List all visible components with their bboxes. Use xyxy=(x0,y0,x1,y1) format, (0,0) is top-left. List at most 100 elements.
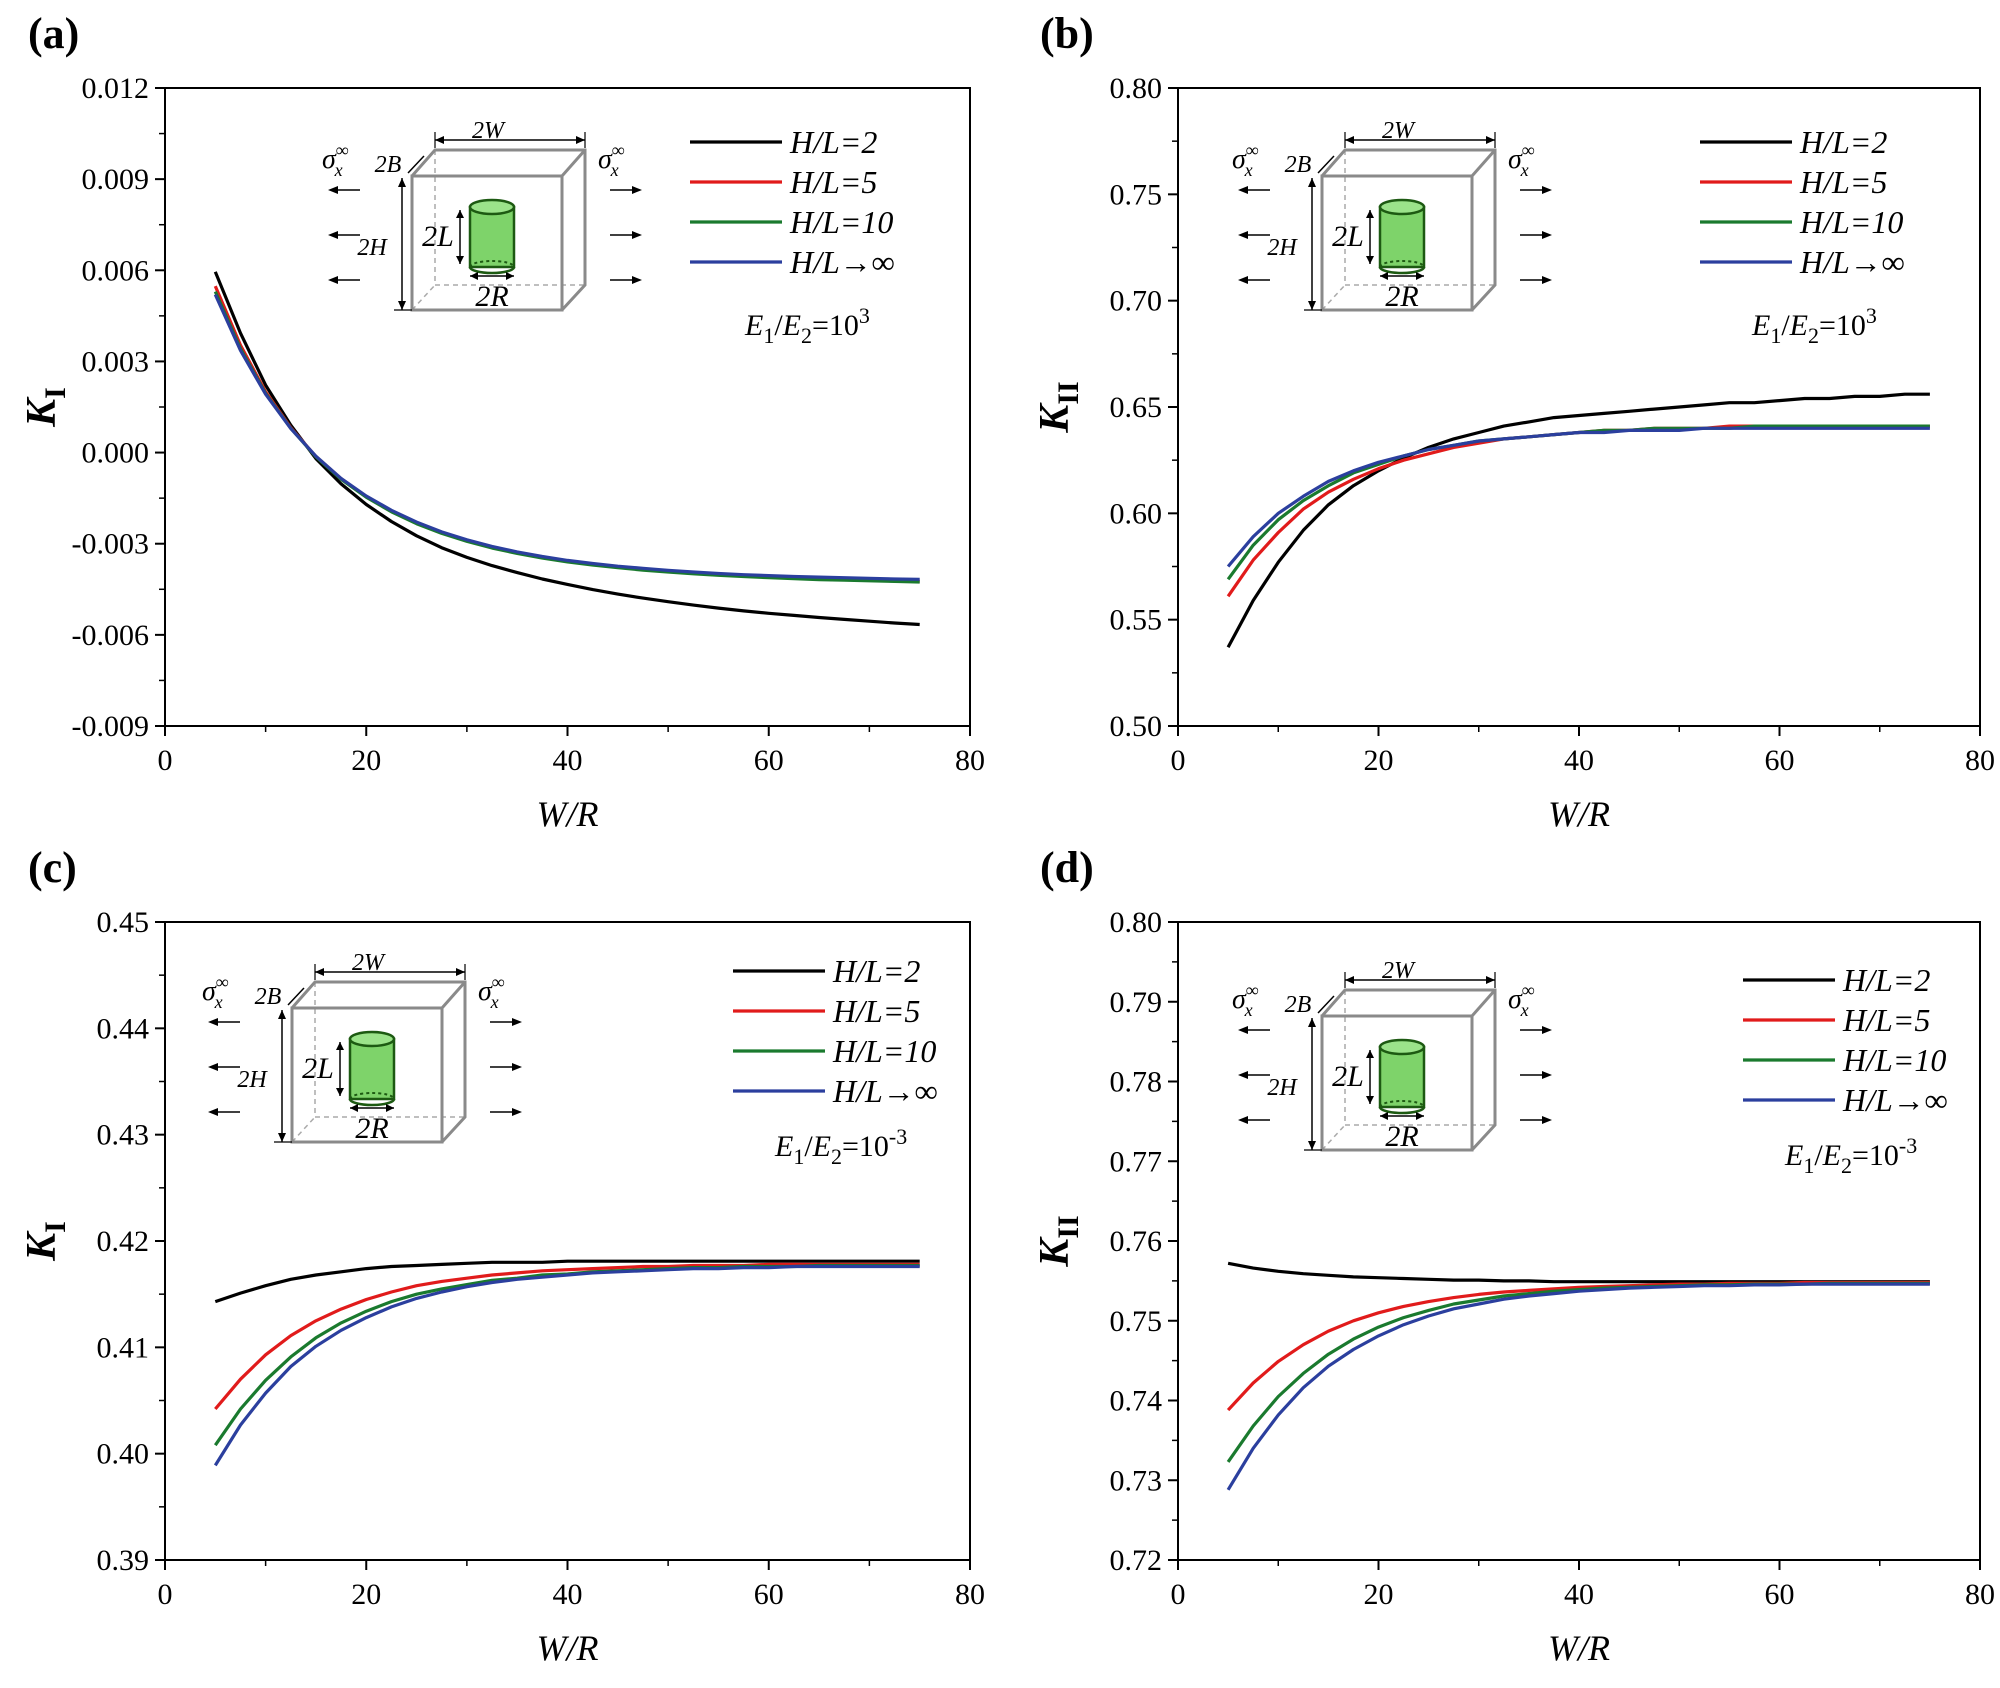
chart-panel-c: (c) 0.39 0.40 0.41 0.42 0.43 0.44 0.45 0 20 40 60 80… xyxy=(19,843,985,1668)
x-tick-label: 20 xyxy=(351,1578,381,1611)
inset-cylinder-bottom xyxy=(1378,1106,1426,1115)
annotation-modulus-ratio: E1/E2=10-3 xyxy=(1784,1133,1917,1178)
x-axis-title: W/R xyxy=(537,1628,599,1668)
ann-eq: =10 xyxy=(842,1130,889,1163)
inset-sigma-label: σ∞ x xyxy=(1508,980,1535,1020)
y-tick-label: 0.006 xyxy=(82,254,150,287)
inset-hidden-edge xyxy=(411,284,436,311)
ann-sup: -3 xyxy=(1899,1133,1917,1158)
series-line xyxy=(1226,424,1930,598)
ann-sub2: 2 xyxy=(831,1144,842,1169)
inset-sigma-sup: ∞ xyxy=(1246,980,1259,1000)
ann-e2: E xyxy=(812,1130,831,1163)
inset-load-arrowhead xyxy=(512,1018,522,1026)
inset-sigma-symbol: σ xyxy=(478,976,493,1007)
ann-sub2: 2 xyxy=(1841,1153,1852,1178)
y-tick-label: -0.006 xyxy=(72,619,150,652)
ann-e1: E xyxy=(744,309,763,342)
legend-label: H/L=5 xyxy=(1842,1002,1930,1038)
legend-label-h: H xyxy=(789,244,815,280)
inset-load-arrowhead xyxy=(328,186,338,194)
legend-label-rest: /L=5 xyxy=(1864,1002,1930,1038)
inset-block-edge xyxy=(440,981,467,1009)
x-axis-title: W/R xyxy=(1548,1628,1610,1668)
inset-load-arrowhead xyxy=(632,231,642,239)
legend-label-h: H xyxy=(789,204,815,240)
y-tick-label: 0.79 xyxy=(1110,986,1163,1019)
inset-sigma-symbol: σ xyxy=(1508,984,1523,1015)
legend-label-h: H xyxy=(1799,204,1825,240)
ann-e2: E xyxy=(1822,1139,1841,1172)
y-tick-label: 0.012 xyxy=(82,72,150,105)
series-line xyxy=(1226,1282,1930,1491)
inset-cylinder-bottom xyxy=(468,266,516,275)
inset-sigma-label: σ∞ x xyxy=(478,972,505,1012)
ann-sub2: 2 xyxy=(801,323,812,348)
inset-label-2r: 2R xyxy=(475,280,508,313)
panel-label: (d) xyxy=(1040,843,1094,892)
ann-eq: =10 xyxy=(1819,309,1866,342)
ann-sup: 3 xyxy=(1866,303,1877,328)
inset-sigma-sub: x xyxy=(1244,160,1253,180)
y-axis-title-main: K xyxy=(19,1230,65,1262)
inset-sigma-sub: x xyxy=(490,992,499,1012)
x-tick-label: 40 xyxy=(1564,744,1594,777)
inset-sigma-sub: x xyxy=(1520,1000,1529,1020)
inset-load-arrowhead xyxy=(512,1108,522,1116)
inset-load-arrowhead xyxy=(1238,186,1248,194)
inset-cylinder-top xyxy=(1378,1038,1426,1056)
x-tick-label: 40 xyxy=(553,744,583,777)
inset-load-arrowhead xyxy=(208,1108,218,1116)
inset-sigma-symbol: σ xyxy=(598,144,613,175)
y-tick-label: 0.009 xyxy=(82,163,150,196)
y-axis-title-main: K xyxy=(1032,402,1078,434)
ann-eq: =10 xyxy=(812,309,859,342)
x-tick-label: 80 xyxy=(955,1578,985,1611)
series-line xyxy=(1227,1261,1930,1284)
inset-sigma-label: σ∞ x xyxy=(322,140,349,180)
legend-label: H/L=10 xyxy=(1842,1042,1946,1078)
legend-label: H/L=2 xyxy=(1842,962,1930,998)
ann-sub2: 2 xyxy=(1808,323,1819,348)
inset-label-2h: 2H xyxy=(237,1067,268,1093)
ann-e1: E xyxy=(1784,1139,1803,1172)
inset-label-2l: 2L xyxy=(1332,220,1364,253)
y-tick-label: 0.60 xyxy=(1110,497,1163,530)
chart-panel-a: (a) -0.009 -0.006 -0.003 0.000 0.003 0.006 0.00… xyxy=(19,9,985,834)
legend-label-h: H xyxy=(1842,1082,1868,1118)
series-line xyxy=(214,1262,920,1411)
legend: H/L=2H/L=5H/L=10H/L→∞ xyxy=(1743,962,1948,1118)
inset-sigma-sup: ∞ xyxy=(612,140,625,160)
inset-sigma-sub: x xyxy=(610,160,619,180)
legend-label: H/L→∞ xyxy=(789,244,895,280)
x-axis-title: W/R xyxy=(537,794,599,834)
ann-slash: / xyxy=(1814,1139,1823,1172)
series-line xyxy=(1226,1281,1930,1463)
ann-e1: E xyxy=(774,1130,793,1163)
y-axis-title-main: K xyxy=(1032,1236,1078,1268)
inset-label-2w: 2W xyxy=(472,118,506,144)
ann-e1: E xyxy=(1751,309,1770,342)
legend-label-h: H xyxy=(1799,244,1825,280)
x-tick-label: 80 xyxy=(1965,1578,1995,1611)
ann-sup: -3 xyxy=(889,1124,907,1149)
legend-label-rest: /L=5 xyxy=(854,993,920,1029)
legend-label-h: H xyxy=(832,953,858,989)
inset-cylinder-bottom-hidden xyxy=(469,260,515,268)
inset-cylinder-top xyxy=(468,198,516,216)
inset-dim-b-line xyxy=(407,155,425,174)
inset-load-arrowhead xyxy=(632,186,642,194)
inset-cylinder-body xyxy=(1378,1045,1426,1109)
legend-label-rest: /L=5 xyxy=(811,164,877,200)
series-line xyxy=(1226,1280,1930,1412)
y-tick-label: 0.003 xyxy=(82,345,150,378)
legend-label-rest: /L=2 xyxy=(811,124,877,160)
legend-label-h: H xyxy=(1842,1002,1868,1038)
ann-sub1: 1 xyxy=(793,1144,804,1169)
legend-label-rest: /L=2 xyxy=(854,953,920,989)
ann-eq: =10 xyxy=(1852,1139,1899,1172)
